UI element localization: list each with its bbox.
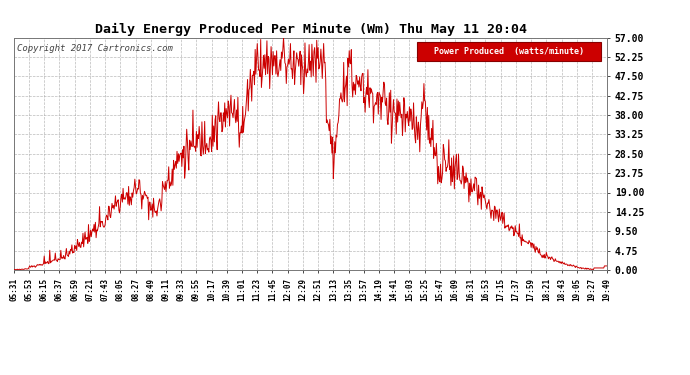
Text: Copyright 2017 Cartronics.com: Copyright 2017 Cartronics.com <box>17 45 172 54</box>
Title: Daily Energy Produced Per Minute (Wm) Thu May 11 20:04: Daily Energy Produced Per Minute (Wm) Th… <box>95 23 526 36</box>
FancyBboxPatch shape <box>417 42 601 61</box>
Text: Power Produced  (watts/minute): Power Produced (watts/minute) <box>434 47 584 56</box>
